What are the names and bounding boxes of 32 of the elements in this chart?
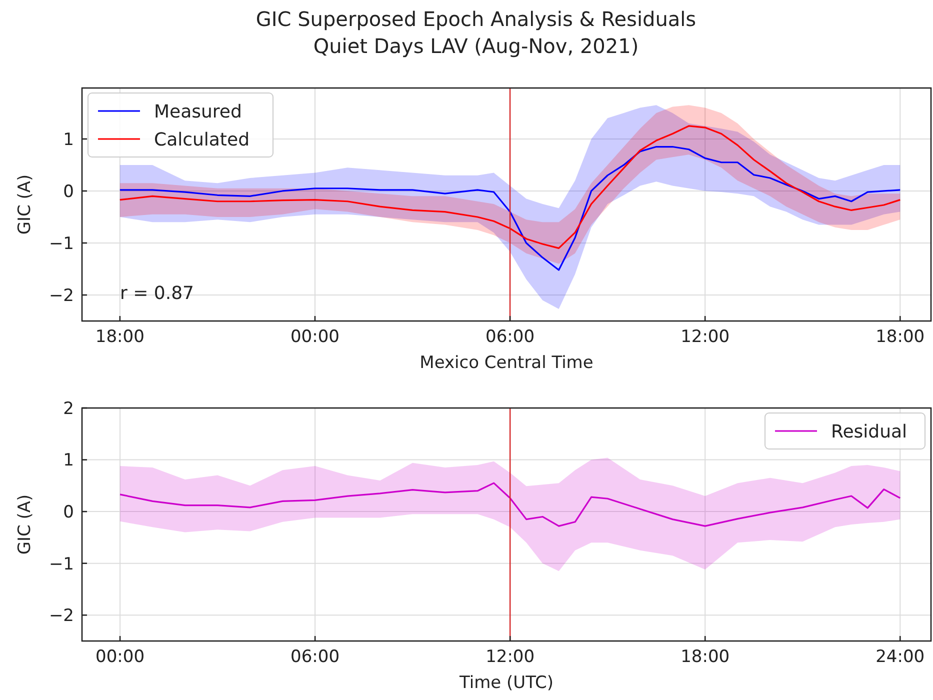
x-tick-label: 12:00 — [680, 327, 730, 347]
legend-label: Measured — [154, 101, 242, 122]
x-axis-title: Time (UTC) — [458, 673, 554, 693]
y-tick-label: −1 — [48, 234, 74, 254]
line-series — [119, 482, 901, 527]
chart-title: GIC Superposed Epoch Analysis & Residuals — [256, 7, 696, 31]
x-tick-label: 06:00 — [486, 327, 535, 347]
x-tick-label: 00:00 — [96, 647, 145, 667]
y-axis-title: GIC (A) — [15, 174, 35, 235]
y-axis-title: GIC (A) — [15, 494, 35, 555]
chart-subtitle: Quiet Days LAV (Aug-Nov, 2021) — [313, 34, 639, 58]
y-tick-label: −2 — [48, 606, 74, 626]
y-tick-label: 0 — [63, 182, 74, 202]
y-tick-label: 2 — [63, 398, 74, 419]
legend-label: Residual — [831, 421, 908, 442]
line-series — [119, 125, 901, 249]
y-tick-label: −2 — [48, 286, 74, 306]
y-tick-label: 1 — [63, 130, 74, 150]
y-tick-label: −1 — [48, 554, 74, 574]
x-tick-label: 06:00 — [290, 647, 340, 667]
x-tick-label: 18:00 — [680, 647, 730, 667]
y-tick-label: 1 — [63, 450, 74, 471]
x-tick-label: 18:00 — [95, 327, 144, 347]
legend-label: Calculated — [154, 129, 250, 150]
y-tick-label: 0 — [63, 502, 74, 523]
x-tick-label: 00:00 — [290, 327, 340, 347]
x-tick-label: 12:00 — [486, 647, 535, 667]
line-series — [119, 146, 901, 271]
x-tick-label: 18:00 — [876, 327, 925, 347]
annotation: r = 0.87 — [120, 283, 194, 304]
x-axis-title: Mexico Central Time — [420, 353, 594, 373]
x-tick-label: 24:00 — [876, 647, 925, 667]
